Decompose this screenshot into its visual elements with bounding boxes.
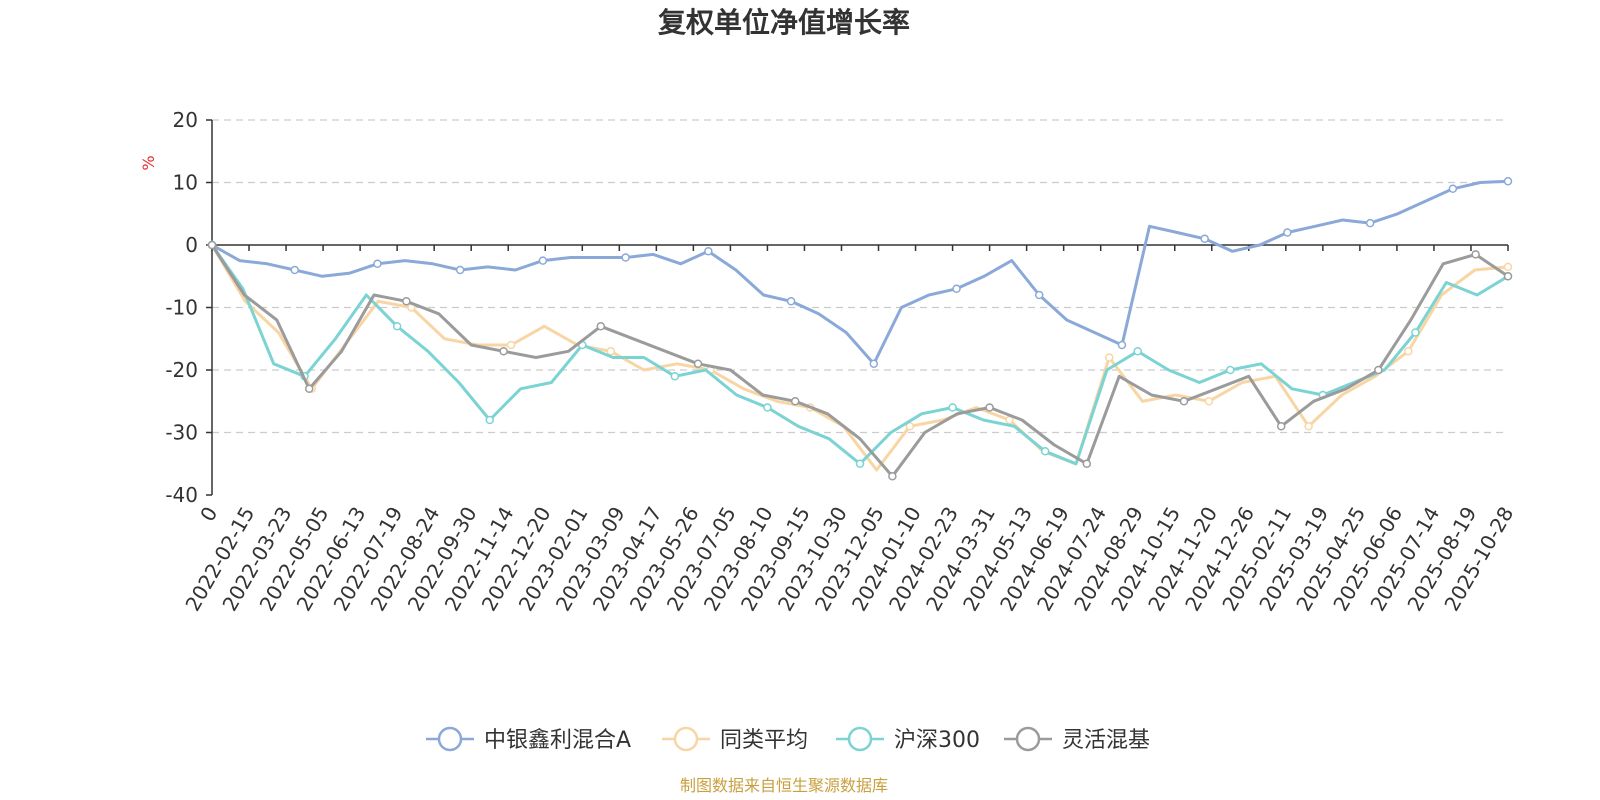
x-tick-labels: 02022-02-152022-03-232022-05-052022-06-1… (180, 502, 1518, 615)
data-point (1365, 218, 1375, 228)
axes (206, 119, 1509, 496)
y-tick-label: 10 (173, 171, 198, 195)
x-tick-label: 0 (195, 503, 222, 526)
gridlines (212, 119, 1508, 434)
data-point (596, 322, 606, 331)
y-tick-label: -40 (165, 483, 198, 507)
data-point (1404, 347, 1413, 356)
data-point (1503, 262, 1513, 272)
data-point (952, 284, 961, 293)
y-tick-label: 20 (173, 108, 198, 132)
data-point (888, 472, 897, 481)
data-point (499, 347, 508, 356)
data-point (485, 415, 494, 425)
data-point (304, 384, 314, 393)
data-point (1117, 340, 1127, 350)
data-point (606, 347, 616, 356)
data-point (455, 265, 465, 275)
series-lines (207, 177, 1513, 481)
data-point (1503, 177, 1513, 186)
data-point (869, 359, 879, 368)
data-point (1283, 228, 1292, 237)
data-point (1200, 234, 1209, 243)
series-line-2 (210, 244, 1509, 472)
data-point (948, 403, 957, 412)
legend-label: 中银鑫利混合A (484, 728, 631, 753)
data-point (670, 372, 680, 381)
data-point (1374, 365, 1383, 375)
legend-marker (1015, 726, 1041, 752)
y-tick-label: -10 (165, 296, 198, 320)
legend-label: 灵活混基 (1062, 728, 1150, 753)
chart-title: 复权单位净值增长率 (658, 6, 910, 39)
data-point (1133, 347, 1142, 356)
data-point (1082, 459, 1092, 468)
data-point (790, 397, 800, 406)
data-point (1179, 397, 1189, 406)
data-point (693, 359, 703, 368)
data-point (392, 322, 402, 331)
data-point (704, 247, 713, 256)
series-line-1 (211, 179, 1509, 366)
legend-label: 同类平均 (720, 728, 808, 753)
legend-marker (847, 726, 873, 752)
data-point (373, 259, 382, 268)
data-point (855, 459, 865, 468)
data-point (207, 240, 217, 250)
data-point (402, 297, 411, 306)
data-point (1040, 447, 1050, 456)
series-line-3 (210, 244, 1509, 466)
y-tick-label: -20 (165, 358, 198, 382)
data-point (290, 265, 299, 275)
data-point (1226, 365, 1235, 375)
data-point (1471, 250, 1480, 259)
legend-marker (437, 726, 463, 752)
data-point (1304, 422, 1313, 431)
data-point (786, 297, 796, 306)
data-point (1503, 272, 1513, 281)
data-point (1276, 422, 1286, 431)
data-source-note: 制图数据来自恒生聚源数据库 (680, 776, 888, 795)
data-point (506, 340, 516, 350)
legend-label: 沪深300 (894, 728, 980, 753)
legend-marker (673, 726, 699, 752)
y-tick-labels: 20 10 0 -10 -20 -30 -40 (165, 108, 198, 507)
data-point (1034, 290, 1044, 300)
series-line-4 (210, 244, 1509, 478)
data-point (985, 403, 994, 412)
data-point (1204, 397, 1214, 406)
data-point (621, 253, 630, 262)
y-axis-unit-label: % (139, 155, 158, 170)
y-tick-label: 0 (185, 233, 198, 257)
data-point (1411, 328, 1420, 337)
data-point (1104, 353, 1114, 362)
y-tick-label: -30 (165, 421, 198, 445)
legend: 中银鑫利混合A 同类平均 沪深300 灵活混基 (426, 726, 1150, 753)
data-point (763, 403, 772, 412)
data-point (1448, 184, 1458, 193)
data-point (538, 256, 548, 265)
